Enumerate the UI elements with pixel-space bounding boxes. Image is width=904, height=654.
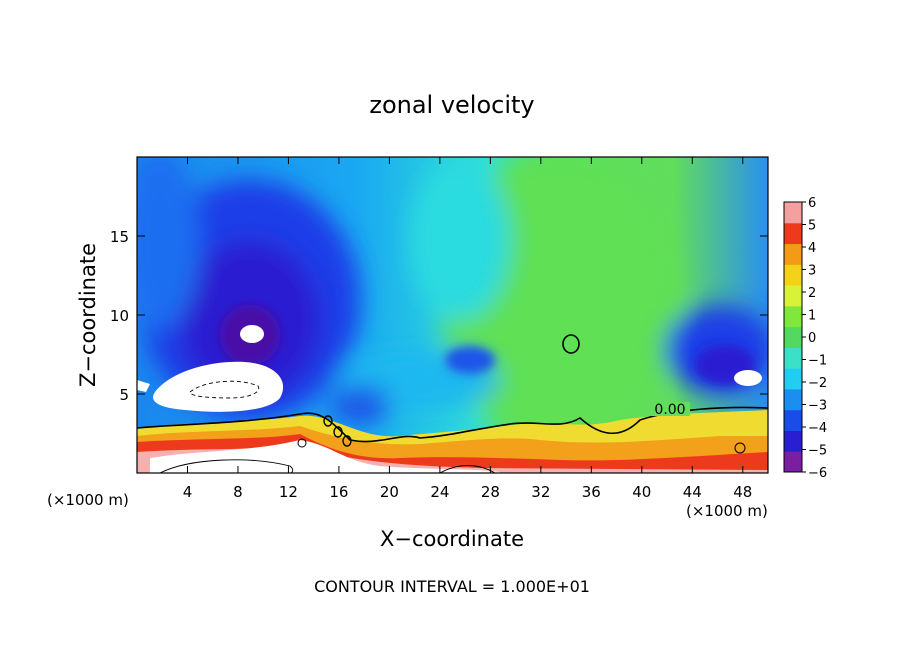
colorbar-label: −4 <box>808 421 827 436</box>
velocity-field <box>137 157 768 473</box>
y-axis-label: Z−coordinate <box>76 243 100 387</box>
x-unit-label-left: (×1000 m) <box>47 491 129 509</box>
colorbar-label: 0 <box>808 331 816 346</box>
colorbar-label: −5 <box>808 444 827 459</box>
y-tick-label: 15 <box>110 228 129 246</box>
chart-title: zonal velocity <box>369 91 534 119</box>
x-tick-label: 12 <box>279 483 298 501</box>
colorbar: 6 5 4 3 2 1 0 −1 −2 −3 −4 −5 −6 <box>783 196 827 481</box>
y-axis: 5 10 15 <box>110 228 768 404</box>
x-tick-label: 24 <box>430 483 449 501</box>
colorbar-label: −3 <box>808 399 827 414</box>
colorbar-swatch <box>784 451 802 473</box>
x-tick-label: 36 <box>582 483 601 501</box>
colorbar-swatch <box>784 326 802 348</box>
colorbar-label: 1 <box>808 309 816 324</box>
x-tick-label: 48 <box>733 483 752 501</box>
colorbar-swatch <box>784 430 802 452</box>
colorbar-swatch <box>784 285 802 307</box>
x-tick-label: 44 <box>683 483 702 501</box>
colorbar-swatch <box>784 388 802 411</box>
colorbar-label: 5 <box>808 219 816 234</box>
y-tick-label: 10 <box>110 307 129 325</box>
colorbar-swatch <box>784 222 802 245</box>
colorbar-label: 6 <box>808 196 816 211</box>
colorbar-swatch <box>784 202 802 224</box>
colorbar-label: −1 <box>808 354 827 369</box>
colorbar-label: −6 <box>808 466 827 481</box>
x-tick-label: 16 <box>329 483 348 501</box>
colorbar-label: 2 <box>808 286 816 301</box>
x-tick-label: 28 <box>481 483 500 501</box>
colorbar-label: 4 <box>808 241 816 256</box>
x-axis: 4 8 12 16 20 24 28 32 36 40 44 48 <box>183 157 752 501</box>
x-tick-label: 4 <box>183 483 193 501</box>
x-tick-label: 40 <box>632 483 651 501</box>
x-tick-label: 20 <box>380 483 399 501</box>
colorbar-label: −2 <box>808 376 827 391</box>
colorbar-swatch <box>784 409 802 431</box>
y-tick-label: 5 <box>119 386 129 404</box>
x-unit-label-right: (×1000 m) <box>686 502 768 520</box>
colorbar-label: 3 <box>808 264 816 279</box>
contour-interval-note: CONTOUR INTERVAL = 1.000E+01 <box>314 577 590 596</box>
colorbar-swatch <box>784 347 802 369</box>
x-tick-label: 8 <box>233 483 243 501</box>
colorbar-swatch <box>784 368 802 390</box>
colorbar-swatch <box>784 264 802 286</box>
contour-label: 0.00 <box>654 402 685 418</box>
x-tick-label: 32 <box>531 483 550 501</box>
x-axis-label: X−coordinate <box>380 527 524 551</box>
colorbar-swatch <box>784 243 802 265</box>
colorbar-swatch <box>784 305 802 328</box>
